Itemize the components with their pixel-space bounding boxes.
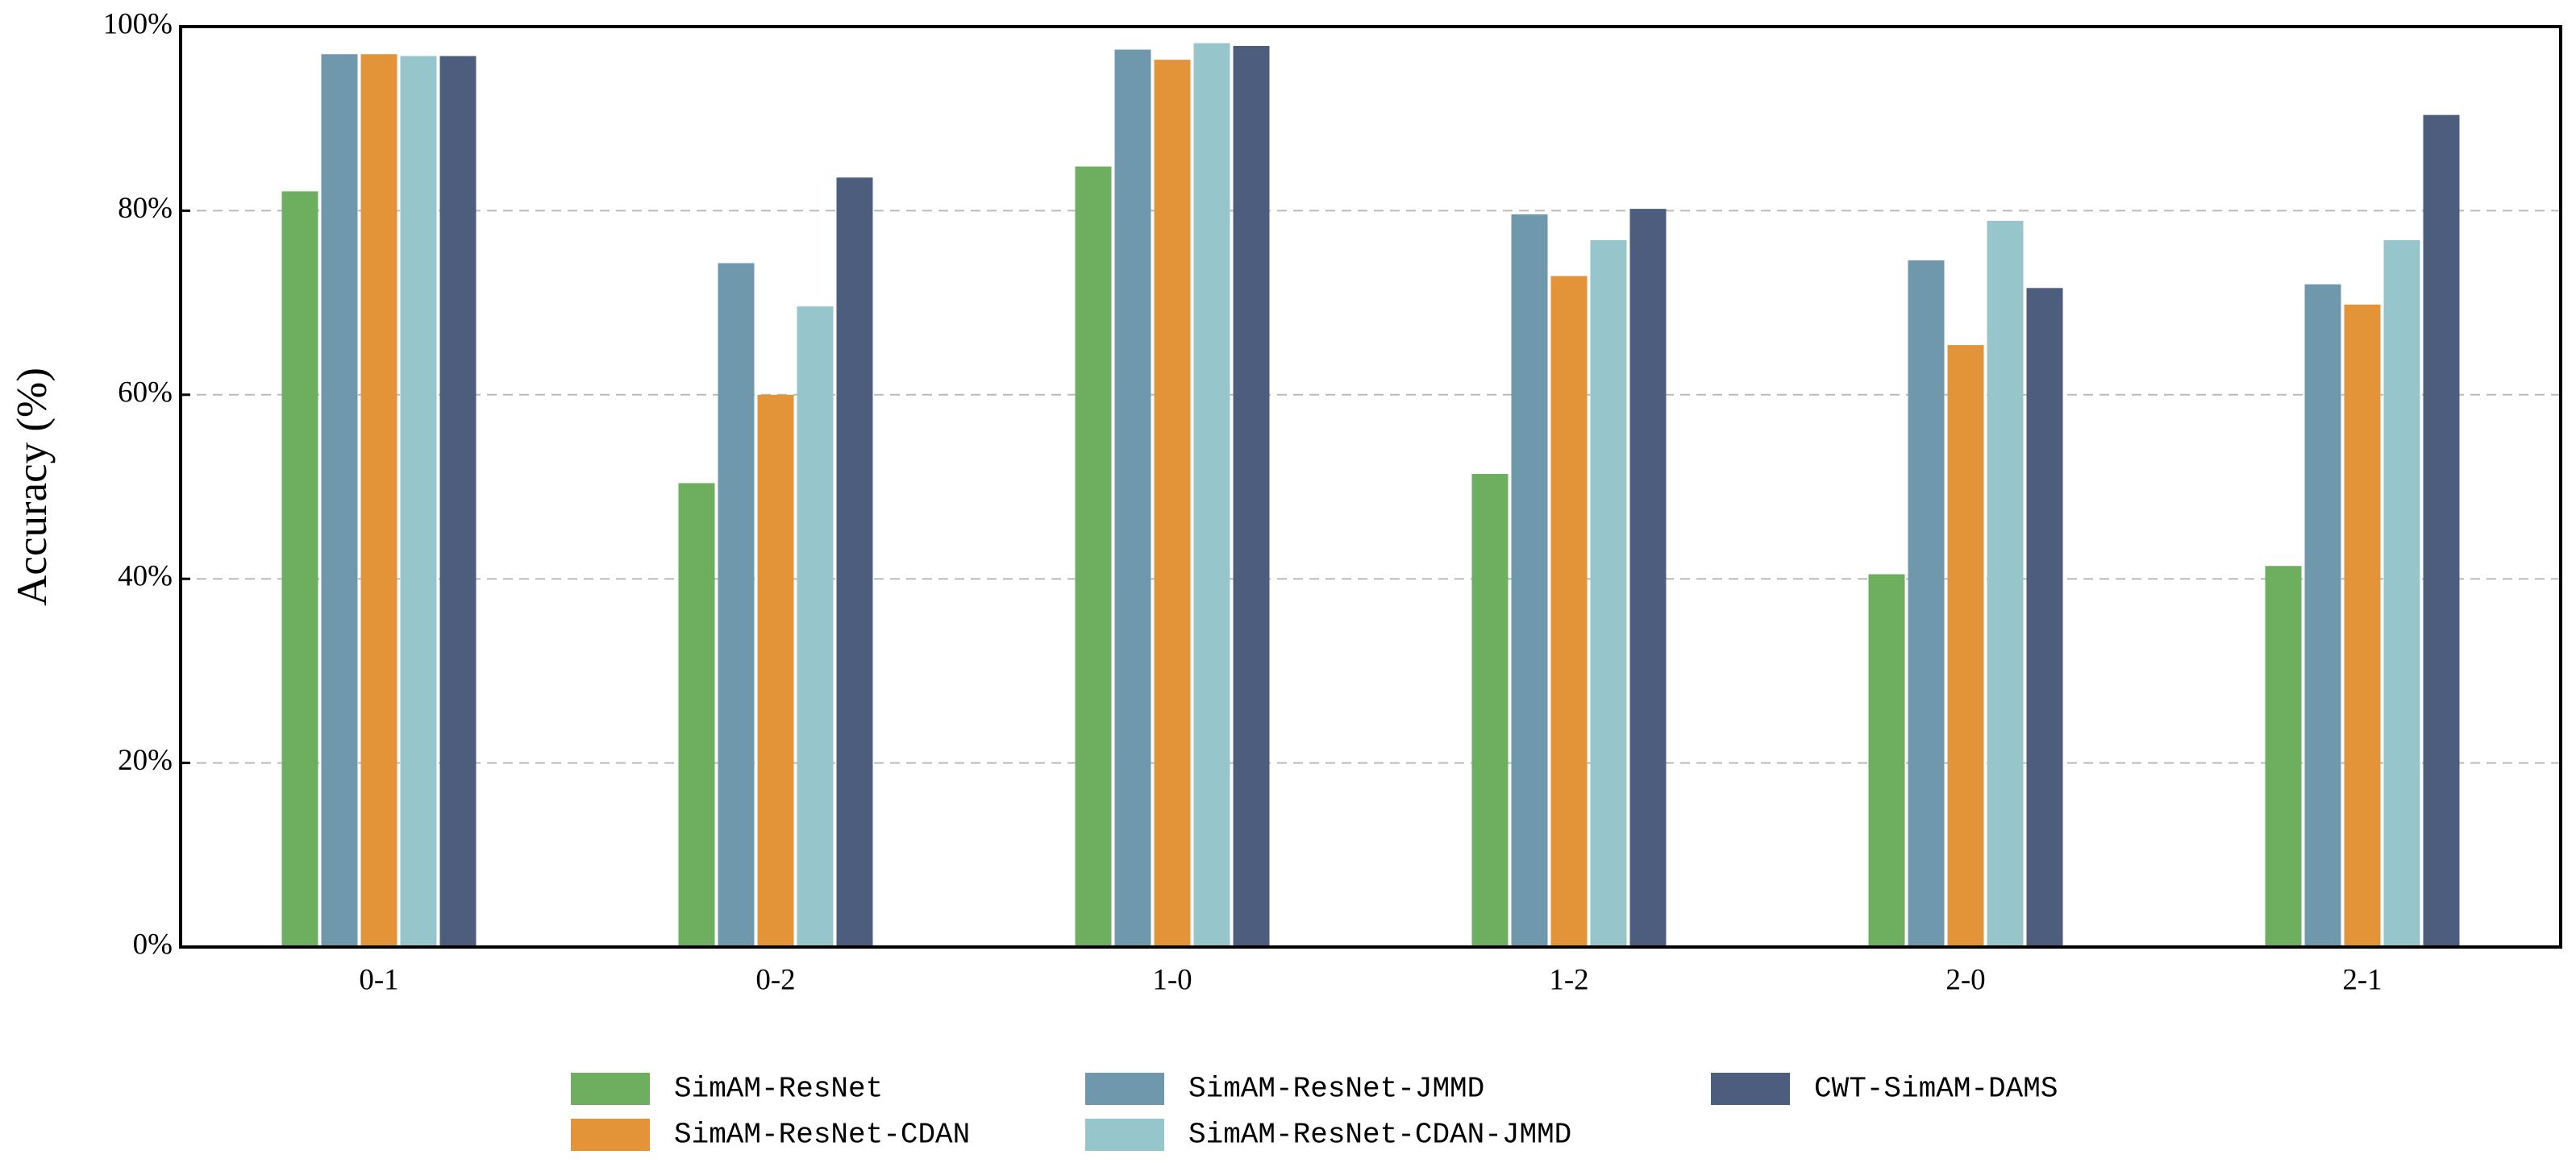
x-tick-label: 0-2	[755, 963, 795, 996]
bar	[400, 56, 437, 948]
bar	[836, 177, 873, 948]
y-tick-label: 20%	[118, 744, 173, 777]
y-tick-label: 100%	[103, 7, 173, 40]
bar	[1193, 43, 1230, 947]
bar	[718, 263, 755, 947]
bar	[1075, 166, 1112, 948]
bar	[2383, 239, 2420, 948]
x-tick-label: 1-2	[1549, 963, 1588, 996]
bar	[1550, 276, 1588, 947]
bar	[2304, 284, 2341, 947]
plot-frame	[179, 25, 2562, 949]
x-tick-label: 0-1	[359, 963, 398, 996]
legend-swatch	[1085, 1119, 1164, 1151]
bar	[281, 191, 318, 948]
bar	[797, 306, 834, 948]
legend-label: SimAM-ResNet-CDAN-JMMD	[1188, 1119, 1571, 1152]
bar	[2265, 566, 2302, 947]
bar	[1233, 45, 1270, 947]
bar	[1511, 214, 1548, 947]
bar	[1868, 574, 1905, 947]
x-tick-label: 1-0	[1152, 963, 1192, 996]
y-tick-label: 60%	[118, 376, 173, 409]
bar	[678, 483, 715, 947]
legend-label: CWT-SimAM-DAMS	[1814, 1073, 2058, 1106]
y-tick-label: 80%	[118, 192, 173, 225]
bar	[2026, 288, 2063, 947]
y-axis-label: Accuracy (%)	[9, 368, 56, 606]
bar	[1908, 260, 1945, 947]
bar	[1114, 49, 1151, 947]
legend-label: SimAM-ResNet-JMMD	[1188, 1073, 1484, 1106]
bar	[1154, 60, 1191, 947]
bar	[1590, 239, 1627, 948]
bar	[757, 394, 794, 947]
bar	[2344, 304, 2381, 947]
bar	[439, 56, 476, 948]
y-tick-label: 40%	[118, 560, 173, 593]
bar	[1629, 209, 1667, 948]
bar	[321, 54, 358, 947]
x-tick-label: 2-0	[1946, 963, 1985, 996]
x-tick-label: 2-1	[2342, 963, 2382, 996]
legend-label: SimAM-ResNet-CDAN	[674, 1119, 970, 1152]
y-tick-label: 0%	[133, 928, 173, 961]
legend-swatch	[1711, 1073, 1790, 1105]
bar	[1987, 220, 2024, 947]
bar	[1471, 474, 1509, 947]
legend-swatch	[571, 1119, 650, 1151]
bar	[1947, 345, 1984, 948]
legend-swatch	[1085, 1073, 1164, 1105]
legend-label: SimAM-ResNet	[674, 1073, 883, 1106]
bar	[2423, 114, 2460, 948]
legend-swatch	[571, 1073, 650, 1105]
bar	[360, 54, 397, 947]
